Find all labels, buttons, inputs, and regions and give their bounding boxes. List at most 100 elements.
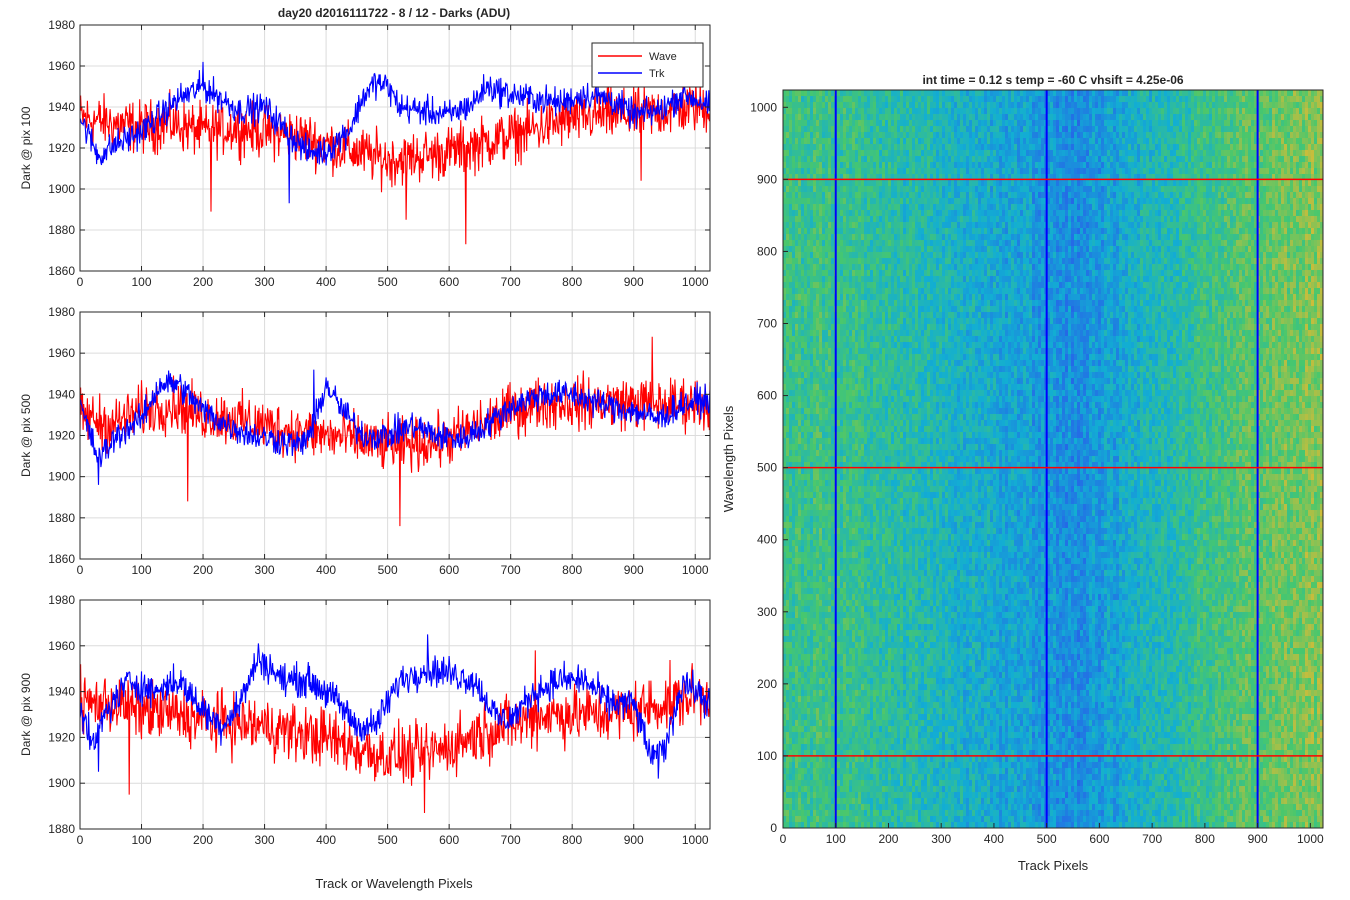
heatmap-cell [876,192,880,199]
heatmap-cell [804,216,808,223]
heatmap-cell [849,372,853,379]
heatmap-cell [879,732,883,739]
heatmap-cell [786,414,790,421]
heatmap-cell [801,702,805,709]
heatmap-cell [843,108,847,115]
heatmap-cell [783,462,787,469]
heatmap-cell [864,768,868,775]
heatmap-cell [855,444,859,451]
heatmap-cell [804,762,808,769]
heatmap-cell [798,360,802,367]
heatmap-cell [894,354,898,361]
heatmap-cell [879,804,883,811]
heatmap-cell [819,624,823,631]
heatmap-cell [876,540,880,547]
heatmap-cell [846,402,850,409]
heatmap-cell [894,282,898,289]
y-tick-label: 1960 [48,639,75,653]
heatmap-cell [801,480,805,487]
heatmap-cell [870,582,874,589]
heatmap-cell [885,654,889,661]
heatmap-cell [867,486,871,493]
heatmap-cell [843,786,847,793]
heatmap-cell [786,444,790,451]
heatmap-cell [831,132,835,139]
heatmap-cell [801,162,805,169]
heatmap-cell [888,498,892,505]
heatmap-cell [885,438,889,445]
heatmap-cell [894,570,898,577]
heatmap-cell [801,720,805,727]
heatmap-cell [876,738,880,745]
x-tick-label: 900 [624,275,644,289]
heatmap-cell [897,558,901,565]
heatmap-cell [846,780,850,787]
heatmap-cell [840,246,844,253]
heatmap-cell [825,234,829,241]
heatmap-cell [852,744,856,751]
heatmap-cell [840,714,844,721]
heatmap-cell [816,204,820,211]
heatmap-cell [867,804,871,811]
heatmap-cell [816,426,820,433]
heatmap-cell [894,300,898,307]
heatmap-cell [849,564,853,571]
heatmap-cell [819,606,823,613]
heatmap-cell [807,318,811,325]
heatmap-cell [783,558,787,565]
heatmap-cell [804,588,808,595]
heatmap-cell [804,720,808,727]
heatmap-cell [873,588,877,595]
heatmap-cell [804,492,808,499]
heatmap-cell [819,174,823,181]
heatmap-cell [888,702,892,709]
heatmap-cell [861,180,865,187]
heatmap-cell [807,372,811,379]
heatmap-cell [891,558,895,565]
heatmap-cell [858,540,862,547]
heatmap-cell [813,306,817,313]
heatmap-cell [840,780,844,787]
heatmap-cell [876,660,880,667]
heatmap-cell [843,606,847,613]
heatmap-cell [840,558,844,565]
heatmap-cell [831,510,835,517]
heatmap-cell [789,702,793,709]
heatmap-cell [873,816,877,823]
heatmap-cell [867,618,871,625]
heatmap-cell [870,708,874,715]
heatmap-cell [888,438,892,445]
heatmap-cell [801,738,805,745]
heatmap-cell [789,678,793,685]
heatmap-cell [813,414,817,421]
heatmap-cell [792,558,796,565]
heatmap-cell [894,612,898,619]
heatmap-cell [828,624,832,631]
heatmap-cell [873,264,877,271]
heatmap-cell [855,510,859,517]
heatmap-cell [849,156,853,163]
heatmap-cell [831,522,835,529]
heatmap-cell [885,150,889,157]
heatmap-cell [861,366,865,373]
heatmap-cell [804,120,808,127]
y-tick-label: 1880 [48,822,75,836]
heatmap-cell [819,450,823,457]
heatmap-cell [816,222,820,229]
heatmap-cell [858,156,862,163]
heatmap-cell [876,762,880,769]
heatmap-cell [867,342,871,349]
heatmap-cell [873,408,877,415]
heatmap-cell [828,606,832,613]
heatmap-cell [870,558,874,565]
heatmap-cell [801,768,805,775]
heatmap-cell [846,606,850,613]
heatmap-cell [852,690,856,697]
heatmap-cell [879,318,883,325]
heatmap-cell [897,258,901,265]
heatmap-cell [867,600,871,607]
heatmap-cell [894,264,898,271]
heatmap-cell [789,516,793,523]
heatmap-cell [894,396,898,403]
heatmap-cell [783,438,787,445]
